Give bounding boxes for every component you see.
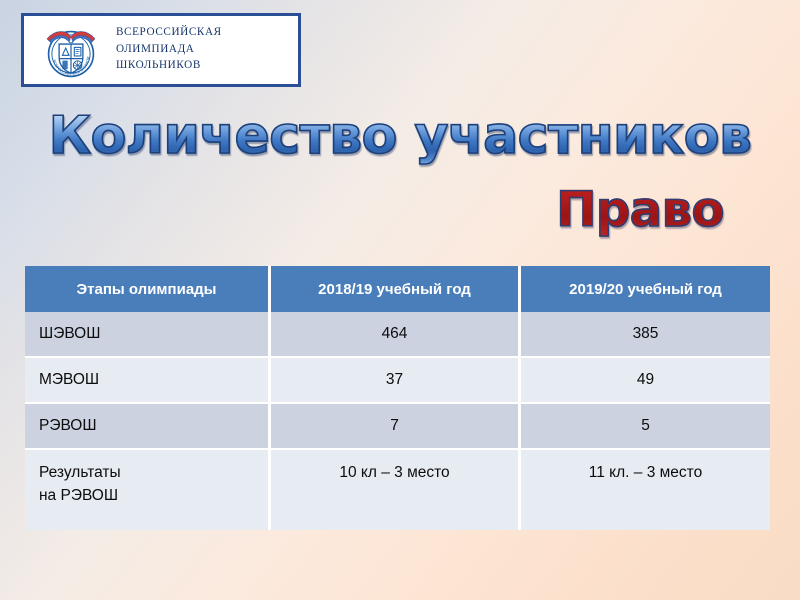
olympiad-logo-banner: ВСЕРОССИЙСКАЯ ОЛИМПИАДА ШКОЛЬНИКОВ ВСЕРО…: [21, 13, 301, 87]
slide-subtitle-subject: Право: [0, 181, 800, 239]
cell-stage: Результаты на РЭВОШ: [25, 450, 271, 530]
cell-year-2018: 37: [271, 358, 521, 404]
cell-year-2019: 385: [521, 312, 770, 358]
cell-year-2019: 11 кл. – 3 место: [521, 450, 770, 530]
table-row: МЭВОШ 37 49: [25, 358, 770, 404]
logo-line-1: ВСЕРОССИЙСКАЯ: [116, 26, 222, 38]
participants-table: Этапы олимпиады 2018/19 учебный год 2019…: [25, 266, 770, 530]
logo-line-2: ОЛИМПИАДА: [116, 42, 195, 55]
logo-wordmark: ВСЕРОССИЙСКАЯ ОЛИМПИАДА ШКОЛЬНИКОВ: [116, 24, 222, 74]
table-row: РЭВОШ 7 5: [25, 404, 770, 450]
cell-year-2019: 49: [521, 358, 770, 404]
olympiad-emblem-icon: ВСЕРОССИЙСКАЯ ОЛИМПИАДА ШКОЛЬНИКОВ: [38, 19, 96, 78]
table-header-row: Этапы олимпиады 2018/19 учебный год 2019…: [25, 266, 770, 312]
cell-year-2019: 5: [521, 404, 770, 450]
table-row: Результаты на РЭВОШ 10 кл – 3 место 11 к…: [25, 450, 770, 530]
slide-title: Количество участников: [0, 105, 800, 167]
cell-stage: МЭВОШ: [25, 358, 271, 404]
cell-year-2018: 7: [271, 404, 521, 450]
column-header-year-2018: 2018/19 учебный год: [271, 266, 521, 312]
cell-stage-text: Результаты на РЭВОШ: [39, 464, 121, 504]
cell-stage: ШЭВОШ: [25, 312, 271, 358]
column-header-stage: Этапы олимпиады: [25, 266, 271, 312]
cell-year-2018: 10 кл – 3 место: [271, 450, 521, 530]
column-header-year-2019: 2019/20 учебный год: [521, 266, 770, 312]
table-row: ШЭВОШ 464 385: [25, 312, 770, 358]
logo-line-3: ШКОЛЬНИКОВ: [116, 59, 201, 71]
cell-stage: РЭВОШ: [25, 404, 271, 450]
cell-year-2018: 464: [271, 312, 521, 358]
